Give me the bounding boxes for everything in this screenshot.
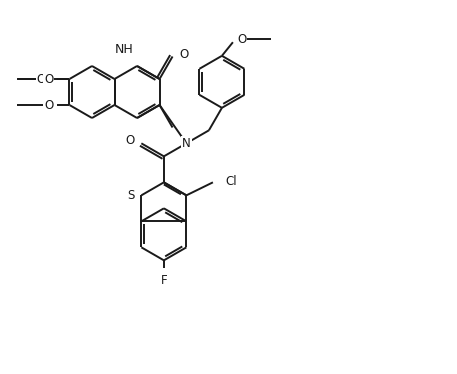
Text: O: O: [125, 134, 134, 147]
Text: O: O: [180, 48, 189, 61]
Text: NH: NH: [114, 43, 133, 56]
Text: Cl: Cl: [225, 175, 237, 188]
Text: O: O: [44, 98, 53, 111]
Text: O: O: [37, 73, 46, 86]
Text: O: O: [237, 33, 246, 46]
Text: O: O: [44, 73, 53, 86]
Text: S: S: [127, 189, 134, 202]
Text: N: N: [182, 137, 191, 150]
Text: F: F: [160, 275, 167, 287]
